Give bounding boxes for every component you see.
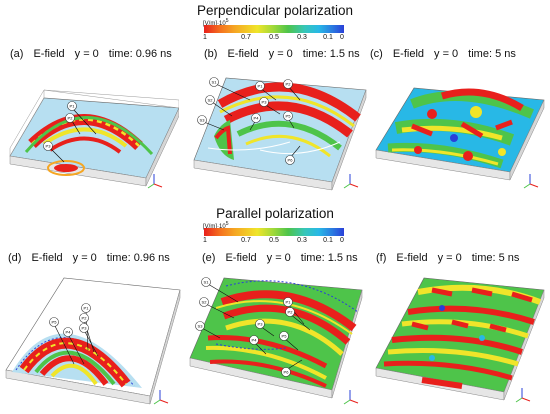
callout-label: P6 [288,158,294,163]
field-texture [383,284,542,389]
callout-label: P6 [284,370,290,375]
colorbar-tick: 0.5 [269,237,279,244]
axis-triad-icon [343,390,359,405]
colorbar-unit: [V/m]·105 [203,221,229,230]
field-plot-c [375,87,545,189]
callout-label: S3 [200,118,206,123]
callout-label: P3 [46,144,52,149]
colorbar-tick: 1 [203,237,207,244]
callout-label: P1 [286,300,292,305]
section-title-perpendicular: Perpendicular polarization [196,3,354,18]
colorbar-tick: 0.5 [269,34,279,41]
callout-label: P2 [286,82,292,87]
colorbar-tick: 0.3 [297,237,307,244]
axis-triad-icon [147,174,163,189]
colorbar-tick: 1 [203,34,207,41]
callout-label: S1 [204,280,210,285]
colorbar-unit: [V/m]·105 [203,18,229,27]
callout-label: S2 [208,98,214,103]
field-plot-e: S1 S2 S3 P1 P2 P3 P4 P5 P6 [189,277,363,405]
colorbar-tick: 0.7 [241,34,251,41]
field-plot-f [375,277,545,403]
callout-label: S3 [198,324,204,329]
callout-label: P3 [258,322,264,327]
callout-label: P2 [288,310,294,315]
section-title-parallel: Parallel polarization [216,206,334,221]
callout-label: P5 [52,320,58,325]
panel-label-c: (c) E-field y = 0 time: 5 ns [370,48,516,60]
colorbar-tick: 0 [340,237,344,244]
colorbar-tick: 0.7 [241,237,251,244]
panel-label-e: (e) E-field y = 0 time: 1.5 ns [202,252,358,264]
callout-label: P2 [68,116,74,121]
colorbar-parallel [204,228,344,236]
field-plot-a: P1 P2 P3 [9,89,179,189]
field-plot-b: S1 S2 S3 P1 P2 P3 P4 P5 P6 [193,77,367,191]
callout-label: P4 [254,116,260,121]
axis-triad-icon [523,174,539,189]
callout-label: S2 [202,300,208,305]
colorbar-perpendicular [204,25,344,33]
callout-label: P4 [66,330,72,335]
colorbar-tick: 0.3 [297,34,307,41]
callout-label: P4 [252,338,258,343]
callout-label: P5 [286,114,292,119]
colorbar-tick: 0.1 [323,34,333,41]
callout-label: P5 [282,334,288,339]
panel-label-a: (a) E-field y = 0 time: 0.96 ns [10,48,172,60]
panel-label-d: (d) E-field y = 0 time: 0.96 ns [8,252,170,264]
colorbar-tick: 0.1 [323,237,333,244]
callout-label: P1 [258,84,264,89]
axis-triad-icon [153,390,169,405]
colorbar-tick: 0 [340,34,344,41]
colorbar-ticks: 1 0.7 0.5 0.3 0.1 0 [203,34,344,43]
callout-label: P3 [82,326,88,331]
axis-triad-icon [343,174,359,189]
field-texture [387,88,534,169]
panel-label-f: (f) E-field y = 0 time: 5 ns [376,252,520,264]
callout-label: P1 [84,306,90,311]
callout-label: S1 [212,80,218,85]
panel-label-b: (b) E-field y = 0 time: 1.5 ns [204,48,360,60]
callout-label: P2 [82,316,88,321]
callout-label: P3 [262,100,268,105]
callout-label: P1 [70,104,76,109]
colorbar-ticks: 1 0.7 0.5 0.3 0.1 0 [203,237,344,246]
field-plot-d: P5 P4 P1 P2 P3 [5,277,181,405]
axis-triad-icon [515,388,531,403]
